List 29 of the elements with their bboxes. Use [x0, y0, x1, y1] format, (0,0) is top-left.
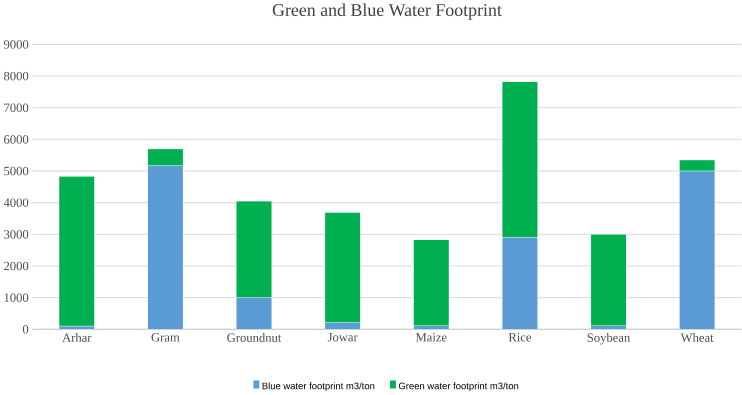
y-tick-label: 6000 — [4, 135, 28, 144]
y-tick-label: 9000 — [4, 40, 28, 49]
bar — [679, 170, 716, 330]
x-tick-label: Wheat — [680, 333, 714, 342]
x-tick-label: Jowar — [328, 333, 358, 342]
bar — [324, 212, 361, 323]
y-tick-label: 3000 — [4, 230, 28, 239]
y-tick-label: 1000 — [4, 293, 28, 302]
bar — [236, 200, 272, 298]
x-tick-label: Maize — [416, 333, 447, 342]
bar — [502, 237, 538, 330]
y-tick-label: 5000 — [4, 166, 28, 176]
x-tick-label: Groundnut — [227, 333, 282, 342]
x-tick-label: Rice — [508, 333, 532, 342]
y-tick-label: 7000 — [4, 103, 28, 112]
legend-label: Green water footprint m3/ton — [398, 382, 518, 392]
x-tick-label: Arhar — [62, 333, 92, 342]
y-tick-label: 4000 — [4, 198, 28, 207]
legend-label: Blue water footprint m3/ton — [262, 382, 374, 392]
bar — [413, 240, 450, 326]
y-tick-label: 2000 — [4, 262, 28, 270]
y-tick-label: 0 — [22, 325, 28, 334]
bar — [147, 165, 184, 330]
x-tick-label: Gram — [152, 333, 180, 342]
bar — [590, 234, 626, 326]
chart-title: Green and Blue Water Footprint — [272, 4, 502, 20]
y-tick-label: 8000 — [4, 72, 28, 80]
x-tick-label: Soybean — [588, 333, 630, 344]
bar — [236, 297, 272, 330]
